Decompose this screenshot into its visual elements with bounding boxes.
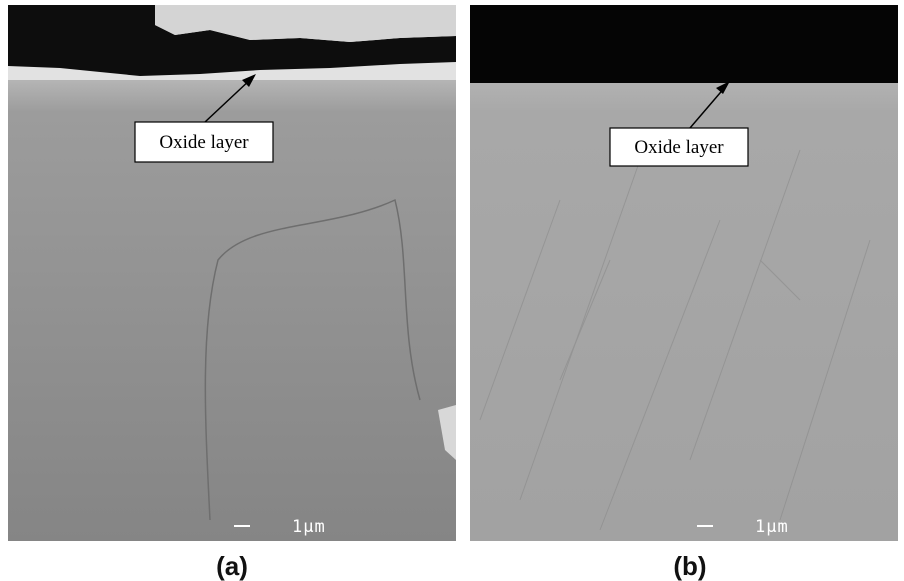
panel-a: Oxide layer 1μm SUT 20KV X4,000 39mm (a) <box>8 5 456 581</box>
panel-label: (a) <box>216 551 248 581</box>
annotation: Oxide layer <box>159 132 249 153</box>
panel-b: Oxide layer 1μm SUT 20KV X4,000 39mm (b) <box>470 5 898 581</box>
sem-image <box>8 5 456 541</box>
annotation: Oxide layer <box>634 137 724 158</box>
figure: Oxide layer 1μm SUT 20KV X4,000 39mm (a)… <box>0 0 904 581</box>
oxide-layer <box>470 5 898 83</box>
scale-label: 1μm <box>292 517 326 537</box>
scale-label: 1μm <box>755 517 789 537</box>
panel-label: (b) <box>673 551 706 581</box>
